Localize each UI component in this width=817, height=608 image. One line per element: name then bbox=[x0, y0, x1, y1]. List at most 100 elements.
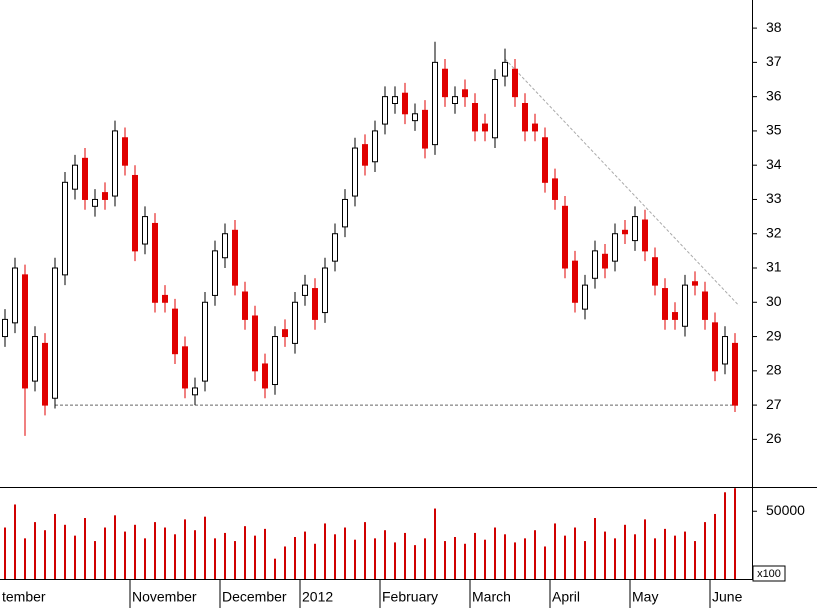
candle-body bbox=[682, 284, 688, 327]
volume-bar bbox=[724, 492, 726, 579]
volume-bar bbox=[14, 504, 16, 579]
volume-bar bbox=[484, 539, 486, 579]
y-tick-label: 31 bbox=[766, 259, 782, 275]
x-tick-label: December bbox=[222, 589, 287, 605]
candle-body bbox=[22, 274, 28, 389]
volume-bar bbox=[494, 527, 496, 579]
trend-line bbox=[504, 58, 740, 307]
volume-bar bbox=[534, 530, 536, 579]
candle-body bbox=[512, 68, 518, 98]
volume-bar bbox=[714, 513, 716, 579]
volume-bar bbox=[444, 541, 446, 579]
candle-body bbox=[432, 61, 438, 146]
candle-body bbox=[52, 267, 58, 399]
volume-bar bbox=[234, 541, 236, 579]
x-tick-label: June bbox=[712, 589, 743, 605]
candle-body bbox=[312, 288, 318, 320]
candle-body bbox=[672, 312, 678, 320]
candle-body bbox=[612, 233, 618, 262]
candle-body bbox=[642, 219, 648, 252]
volume-bar bbox=[434, 508, 436, 579]
candle-body bbox=[32, 336, 38, 382]
volume-bar bbox=[164, 527, 166, 579]
candle-body bbox=[92, 198, 98, 207]
unit-box bbox=[752, 565, 786, 582]
candle-body bbox=[222, 233, 228, 259]
candle-body bbox=[502, 61, 508, 77]
volume-bar bbox=[224, 532, 226, 579]
candle-body bbox=[692, 281, 698, 286]
volume-bar bbox=[364, 522, 366, 579]
x-tick-label: March bbox=[472, 589, 511, 605]
x-tick-label: May bbox=[632, 589, 658, 605]
candle-body bbox=[562, 205, 568, 269]
volume-bar bbox=[154, 522, 156, 579]
volume-bar bbox=[134, 524, 136, 579]
candle-body bbox=[142, 216, 148, 245]
volume-bar bbox=[414, 545, 416, 579]
volume-bar bbox=[24, 538, 26, 579]
y-tick-label: 33 bbox=[766, 190, 782, 206]
volume-bar bbox=[514, 542, 516, 579]
x-tick-label: November bbox=[132, 589, 197, 605]
candle-body bbox=[592, 250, 598, 279]
candle-body bbox=[712, 322, 718, 372]
volume-bar bbox=[424, 538, 426, 579]
volume-bar bbox=[594, 518, 596, 579]
volume-bar bbox=[684, 531, 686, 579]
candle-body bbox=[442, 68, 448, 98]
candle-body bbox=[82, 157, 88, 200]
volume-tick-label: 50000 bbox=[766, 502, 805, 518]
candle-body bbox=[122, 137, 128, 166]
y-tick-label: 29 bbox=[766, 327, 782, 343]
candle-body bbox=[112, 130, 118, 197]
candle-body bbox=[152, 222, 158, 303]
candle-body bbox=[352, 147, 358, 197]
volume-bar bbox=[584, 541, 586, 579]
volume-bar bbox=[4, 527, 6, 579]
volume-bar bbox=[114, 515, 116, 579]
candle-body bbox=[202, 301, 208, 382]
volume-bar bbox=[454, 536, 456, 579]
candle-body bbox=[232, 229, 238, 286]
volume-bar bbox=[404, 532, 406, 579]
y-tick-label: 35 bbox=[766, 122, 782, 138]
candle-body bbox=[212, 250, 218, 296]
volume-bar bbox=[174, 534, 176, 579]
volume-bar bbox=[304, 531, 306, 579]
volume-bar bbox=[464, 543, 466, 579]
y-tick-label: 28 bbox=[766, 362, 782, 378]
y-tick-label: 36 bbox=[766, 87, 782, 103]
volume-bar bbox=[144, 538, 146, 579]
candle-body bbox=[132, 174, 138, 252]
volume-bar bbox=[214, 538, 216, 579]
x-tick-label: tember bbox=[2, 589, 46, 605]
volume-bar bbox=[374, 538, 376, 579]
volume-bar bbox=[544, 546, 546, 579]
candle-body bbox=[532, 123, 538, 132]
candle-body bbox=[472, 103, 478, 132]
volume-bar bbox=[204, 516, 206, 579]
volume-bar bbox=[184, 519, 186, 579]
volume-bar bbox=[564, 535, 566, 579]
candle-body bbox=[332, 233, 338, 262]
volume-unit: x100 bbox=[757, 568, 781, 580]
candle-body bbox=[542, 137, 548, 183]
volume-bar bbox=[574, 527, 576, 579]
volume-bar bbox=[254, 535, 256, 579]
volume-bar bbox=[54, 513, 56, 579]
candle-body bbox=[652, 257, 658, 286]
volume-bar bbox=[604, 531, 606, 579]
candle-body bbox=[732, 342, 738, 406]
candle-body bbox=[372, 130, 378, 163]
volume-bar bbox=[274, 558, 276, 579]
candle-body bbox=[292, 301, 298, 344]
volume-bar bbox=[334, 534, 336, 579]
candle-body bbox=[262, 363, 268, 389]
candle-body bbox=[2, 318, 8, 338]
volume-bar bbox=[664, 528, 666, 579]
candle-body bbox=[412, 113, 418, 122]
candle-body bbox=[392, 96, 398, 105]
